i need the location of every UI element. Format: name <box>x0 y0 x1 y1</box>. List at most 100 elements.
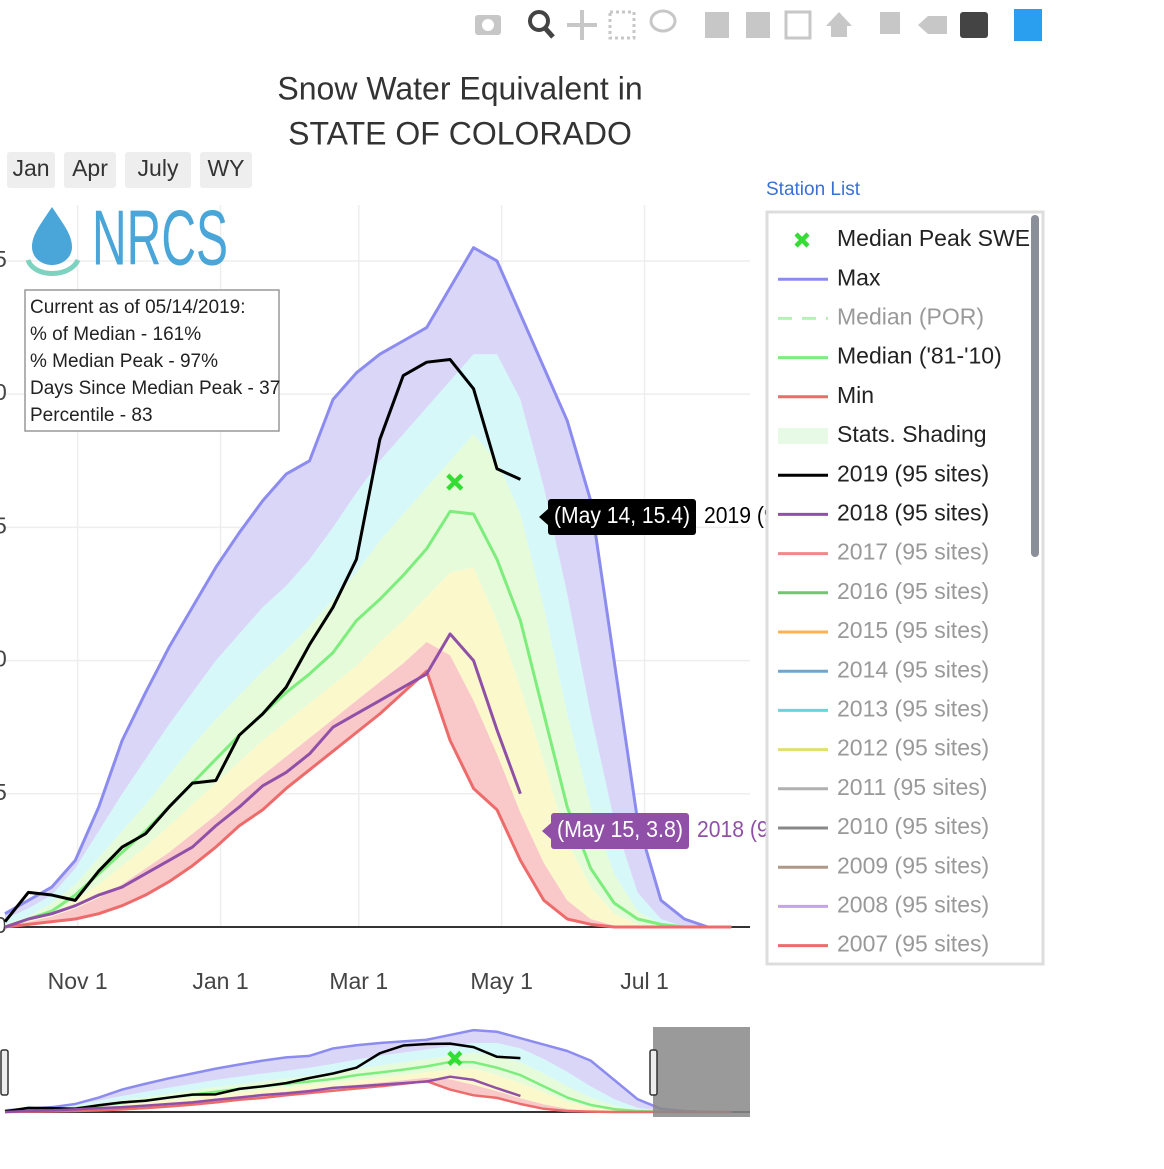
zoom-icon[interactable] <box>528 10 555 39</box>
legend-label[interactable]: Median (POR) <box>837 303 984 329</box>
hover-box <box>551 813 689 849</box>
legend-label[interactable]: Min <box>837 382 874 408</box>
legend-label[interactable]: 2015 (95 sites) <box>837 617 989 643</box>
legend-label[interactable]: 2007 (95 sites) <box>837 931 989 957</box>
legend-label[interactable]: 2011 (95 sites) <box>837 774 987 800</box>
plotly-logo[interactable] <box>1014 9 1042 41</box>
y-tick-label: 5 <box>0 779 7 805</box>
legend: Median Peak SWE Max Median (POR) Median ('8… <box>778 225 1030 957</box>
series-line <box>4 669 732 929</box>
range-slider[interactable] <box>0 1027 750 1117</box>
stats-band <box>5 1042 732 1112</box>
y-tick-label: 0 <box>0 646 7 672</box>
info-line: Percentile - 83 <box>30 405 153 426</box>
median-peak-marker <box>446 473 464 491</box>
series-line <box>4 246 732 929</box>
lasso-icon[interactable] <box>649 9 677 33</box>
range-button-label[interactable]: Jan <box>12 155 49 181</box>
camera-icon[interactable] <box>475 15 501 35</box>
legend-label[interactable]: Stats. Shading <box>837 421 987 447</box>
legend-box <box>765 210 1045 966</box>
info-line: % Median Peak - 97% <box>30 351 218 372</box>
range-button-label[interactable]: Apr <box>72 155 108 181</box>
info-line: Days Since Median Peak - 37 <box>30 378 280 399</box>
range-button[interactable] <box>125 152 191 188</box>
stats-band <box>5 1030 732 1112</box>
info-line: Current as of 05/14/2019: <box>30 297 245 318</box>
toolbar <box>475 9 1042 41</box>
spike-icon[interactable] <box>880 12 900 34</box>
y-tick-label: 0 <box>0 379 7 405</box>
stats-band <box>5 641 732 927</box>
logo-text: NRCS <box>92 194 228 282</box>
legend-label[interactable]: 2018 (95 sites) <box>837 499 989 525</box>
range-button[interactable] <box>64 152 116 188</box>
legend-label[interactable]: 2009 (95 sites) <box>837 852 989 878</box>
hover-pointer <box>542 823 551 839</box>
info-line: % of Median - 161% <box>30 324 201 345</box>
home-icon[interactable] <box>826 12 852 37</box>
hover-compare-icon[interactable] <box>960 12 988 38</box>
series-line <box>4 1028 732 1114</box>
info-lines: Current as of 05/14/2019: % of Median - 1… <box>30 297 280 426</box>
stats-band <box>5 1068 732 1112</box>
legend-scrollbar[interactable] <box>1031 215 1039 557</box>
series-line <box>3 358 522 923</box>
stats-band <box>5 354 732 928</box>
range-button[interactable] <box>7 152 55 188</box>
series-line <box>4 1079 732 1114</box>
x-tick-label: Nov 1 <box>48 968 108 994</box>
range-button[interactable] <box>200 152 252 188</box>
range-button-label[interactable]: WY <box>207 155 244 181</box>
range-button-label[interactable]: July <box>138 155 179 181</box>
legend-swatch <box>778 428 828 444</box>
series-line <box>4 509 732 929</box>
y-tick-label: 5 <box>0 512 7 538</box>
slider-handle[interactable] <box>649 1049 658 1096</box>
chart-title: STATE OF COLORADO <box>288 115 632 151</box>
legend-label[interactable]: 2008 (95 sites) <box>837 891 989 917</box>
legend-label[interactable]: 2012 (95 sites) <box>837 735 989 761</box>
x-tick-label: May 1 <box>470 968 533 994</box>
legend-label[interactable]: 2017 (95 sites) <box>837 539 989 565</box>
hover-box <box>548 499 696 535</box>
info-box <box>24 289 280 432</box>
legend-label[interactable]: 2014 (95 sites) <box>837 656 989 682</box>
x-tick-label: Jul 1 <box>620 968 669 994</box>
box-select-icon[interactable] <box>608 10 636 40</box>
nrcs-logo: NRCS <box>25 194 228 282</box>
legend-label[interactable]: 2019 (95 sites) <box>837 460 989 486</box>
stats-band <box>5 1052 732 1112</box>
hover-label: (May 15, 3.8) <box>557 816 683 842</box>
median-peak-marker <box>447 1050 463 1066</box>
legend-label[interactable]: Max <box>837 264 881 290</box>
range-buttons: Jan Apr July WY <box>7 152 252 188</box>
x-tick-label: Jan 1 <box>192 968 248 994</box>
autoscale-icon[interactable] <box>784 10 812 40</box>
legend-label[interactable]: Median ('81-'10) <box>837 343 1002 369</box>
legend-label[interactable]: 2016 (95 sites) <box>837 578 989 604</box>
zoom-in-icon[interactable] <box>705 12 729 38</box>
legend-label[interactable]: 2010 (95 sites) <box>837 813 989 839</box>
hover-label: (May 14, 15.4) <box>554 502 690 528</box>
legend-label[interactable]: Median Peak SWE <box>837 225 1030 251</box>
slider-handle[interactable] <box>0 1049 9 1096</box>
y-tick-label: 0 <box>0 912 7 938</box>
series-line <box>4 1042 521 1113</box>
legend-label[interactable]: 2013 (95 sites) <box>837 695 989 721</box>
pan-icon[interactable] <box>567 10 597 40</box>
series-line <box>4 632 522 929</box>
station-list-link[interactable]: Station List <box>766 179 861 200</box>
chart-title: Snow Water Equivalent in <box>277 70 642 106</box>
y-tick-label: 5 <box>0 246 7 272</box>
hover-pointer <box>539 509 548 525</box>
legend-marker <box>794 232 810 248</box>
hover-closest-icon[interactable] <box>918 16 947 34</box>
stats-band <box>5 247 732 927</box>
stats-band <box>5 434 732 927</box>
zoom-out-icon[interactable] <box>746 12 770 38</box>
x-tick-label: Mar 1 <box>329 968 388 994</box>
